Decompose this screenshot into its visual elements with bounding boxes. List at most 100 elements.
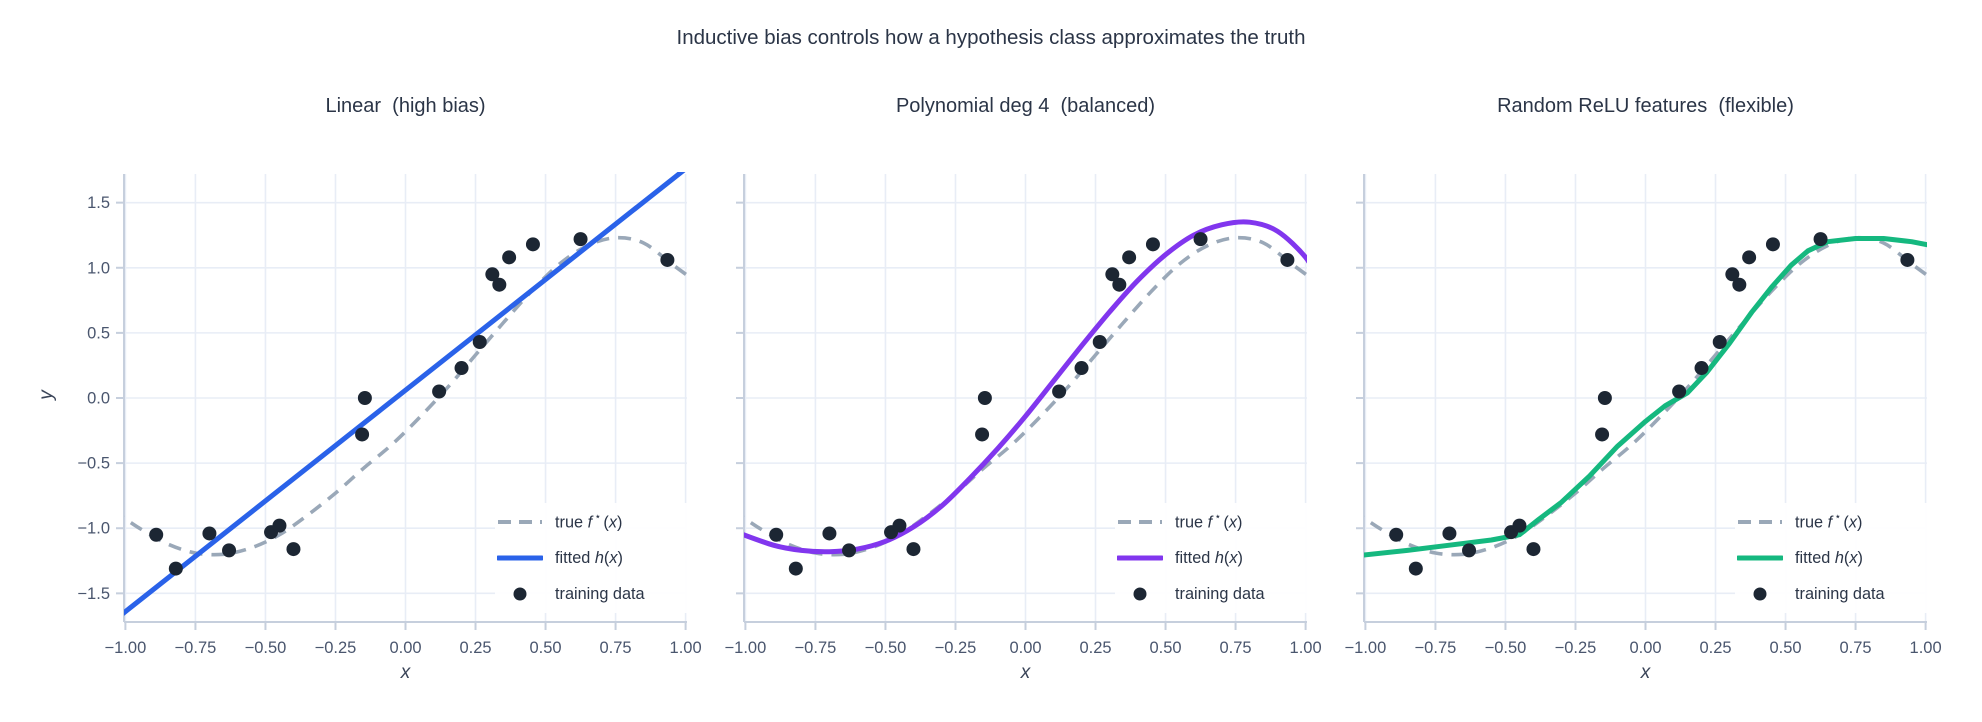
true-function-curve [744, 235, 1307, 557]
data-point [1408, 561, 1423, 576]
x-tick-label: −0.75 [1415, 639, 1457, 657]
data-point [1526, 542, 1541, 557]
data-point [1900, 252, 1915, 267]
data-point [1595, 427, 1610, 442]
data-point [1092, 335, 1107, 349]
x-tick-label: 0.00 [1629, 639, 1661, 657]
x-tick-label: −1.00 [725, 639, 767, 657]
data-point [1742, 250, 1757, 265]
x-tick-label: 1.00 [1910, 639, 1942, 657]
data-point [1462, 543, 1477, 558]
fitted-curve [124, 172, 686, 616]
legend-label-fitted-h: fitted h(x) [555, 548, 623, 567]
legend-label-training-data: training data [1795, 584, 1885, 603]
data-point [822, 526, 837, 541]
x-tick-label: 0.75 [600, 639, 632, 657]
figure-title: Inductive bias controls how a hypothesis… [676, 26, 1306, 49]
legend-label-true-f: true f ⋆ (x) [1795, 511, 1863, 532]
data-point [222, 543, 237, 558]
panel-title-linear: Linear (high bias) [325, 95, 486, 117]
data-point [1597, 391, 1612, 405]
x-tick-label: 1.00 [1290, 639, 1322, 657]
x-tick-label: 0.25 [1699, 639, 1731, 657]
x-tick-label: −0.75 [795, 639, 837, 657]
x-tick-label: −0.50 [865, 639, 907, 657]
legend-row-training-data: training data [497, 576, 689, 612]
data-point [355, 427, 370, 442]
data-point [1765, 237, 1780, 252]
legend-panel-1: true f ⋆ (x) fitted h(x) training data [495, 503, 691, 613]
data-point [906, 542, 921, 557]
data-point [272, 518, 287, 533]
data-point [660, 252, 675, 267]
data-point [485, 267, 500, 282]
data-point [1280, 252, 1295, 267]
panel-title-polynomial: Polynomial deg 4 (balanced) [895, 95, 1156, 117]
x-tick-label: 0.50 [1149, 639, 1181, 657]
data-point [573, 232, 588, 247]
x-tick-label: −1.00 [1345, 639, 1387, 657]
data-point [788, 561, 803, 576]
legend-row-true-f: true f ⋆ (x) [1117, 504, 1309, 540]
y-tick-label: −0.5 [77, 455, 110, 473]
data-point [1052, 384, 1067, 399]
legend-swatch-fitted-h [497, 550, 543, 566]
y-tick-label: 0.0 [87, 390, 110, 408]
x-tick-label: 0.25 [1079, 639, 1111, 657]
data-point [1725, 267, 1740, 282]
legend-row-training-data: training data [1117, 576, 1309, 612]
x-tick-label: 0.50 [529, 639, 561, 657]
data-point [1712, 335, 1727, 349]
legend-swatch-training-data [497, 586, 543, 602]
y-tick-label: 1.5 [87, 194, 110, 212]
data-point [1672, 384, 1687, 399]
data-point [1145, 237, 1160, 252]
data-point [1732, 277, 1747, 292]
legend-swatch-true-f [1737, 514, 1783, 530]
x-tick-label: −0.50 [245, 639, 287, 657]
y-tick-label: −1.0 [77, 520, 110, 538]
y-tick-label: 0.5 [87, 324, 110, 342]
data-point [1074, 361, 1089, 376]
data-point [1442, 526, 1457, 541]
data-point [1694, 361, 1709, 376]
legend-swatch-training-data [1117, 586, 1163, 602]
data-point [1193, 232, 1208, 247]
legend-swatch-fitted-h [1737, 550, 1783, 566]
data-point [977, 391, 992, 405]
data-point [149, 527, 164, 542]
legend-row-training-data: training data [1737, 576, 1929, 612]
data-point [502, 250, 517, 265]
x-axis-label-2: x [1020, 662, 1031, 683]
data-point [286, 542, 301, 557]
legend-label-fitted-h: fitted h(x) [1795, 548, 1863, 567]
data-point [1512, 518, 1527, 533]
legend-row-true-f: true f ⋆ (x) [1737, 504, 1929, 540]
x-tick-label: 0.50 [1769, 639, 1801, 657]
legend-row-fitted-h: fitted h(x) [1117, 540, 1309, 576]
data-point [1813, 232, 1828, 247]
data-point [168, 561, 183, 576]
data-point [202, 526, 217, 541]
x-tick-label: −0.75 [175, 639, 217, 657]
legend-panel-2: true f ⋆ (x) fitted h(x) training data [1115, 503, 1311, 613]
legend-label-true-f: true f ⋆ (x) [555, 511, 623, 532]
x-tick-label: 0.75 [1220, 639, 1252, 657]
data-point [454, 361, 469, 376]
x-tick-label: −0.25 [935, 639, 977, 657]
x-tick-label: −0.50 [1485, 639, 1527, 657]
data-point [1389, 527, 1404, 542]
x-tick-label: −0.25 [315, 639, 357, 657]
data-point [492, 277, 507, 292]
y-axis-label: y [36, 390, 57, 400]
data-point [975, 427, 990, 442]
data-point [472, 335, 487, 349]
x-tick-label: 0.00 [1009, 639, 1041, 657]
legend-swatch-true-f [497, 514, 543, 530]
legend-label-true-f: true f ⋆ (x) [1175, 511, 1243, 532]
x-tick-label: 0.25 [459, 639, 491, 657]
true-function-curve [124, 235, 687, 557]
x-tick-label: 0.75 [1840, 639, 1872, 657]
data-point [525, 237, 540, 252]
